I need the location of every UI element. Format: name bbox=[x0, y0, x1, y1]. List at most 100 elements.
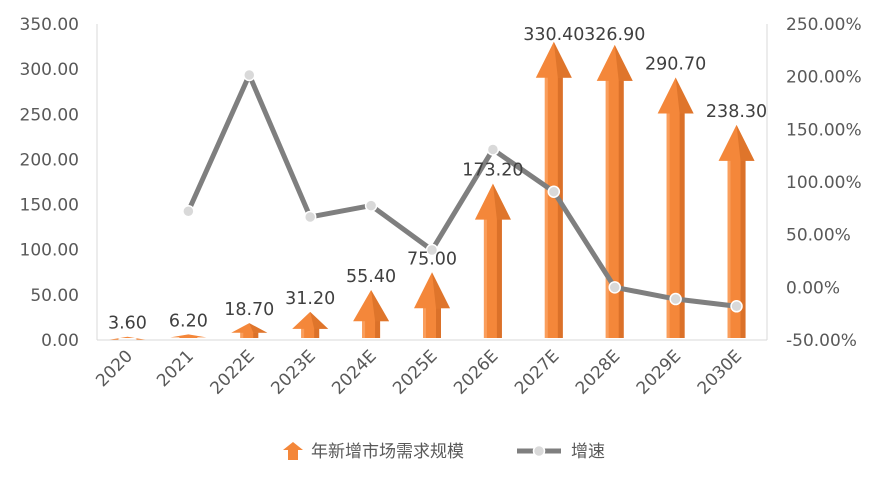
bar-arrow-shade bbox=[496, 219, 502, 338]
bar-value-label: 173.20 bbox=[462, 161, 523, 181]
y-tick-left-label: 300.00 bbox=[20, 60, 79, 80]
bar-arrow-body bbox=[474, 183, 511, 338]
bar-value-label: 238.30 bbox=[706, 102, 767, 122]
growth-point bbox=[608, 281, 621, 294]
x-tick-label: 2023E bbox=[267, 346, 319, 398]
bar-value-label: 6.20 bbox=[169, 311, 208, 331]
bar-value-label: 31.20 bbox=[285, 289, 335, 309]
legend: 年新增市场需求规模 增速 bbox=[283, 442, 605, 462]
x-tick-label: 2025E bbox=[389, 346, 441, 398]
bar-arrow-head-shade bbox=[249, 323, 268, 333]
bar-arrow-highlight bbox=[240, 332, 244, 338]
bar-arrow-shade bbox=[314, 328, 320, 338]
bar-arrow-highlight bbox=[362, 321, 366, 338]
bar-arrow-head-shade bbox=[432, 272, 450, 309]
y-tick-left-label: 0.00 bbox=[41, 331, 79, 351]
bar-value-label: 3.60 bbox=[108, 314, 147, 334]
bar-value-label: 55.40 bbox=[346, 267, 396, 287]
growth-point bbox=[730, 300, 743, 313]
x-tick-label: 2022E bbox=[206, 346, 258, 398]
legend-bar-label: 年新增市场需求规模 bbox=[311, 442, 464, 462]
x-tick-label: 2026E bbox=[450, 346, 502, 398]
bar-value-label: 290.70 bbox=[645, 55, 706, 75]
x-tick-label: 2024E bbox=[328, 346, 380, 398]
x-tick-label: 2030E bbox=[694, 346, 746, 398]
x-tick-label: 2027E bbox=[511, 346, 563, 398]
bar-arrow-head-shade bbox=[492, 183, 511, 220]
x-tick-label: 2021 bbox=[153, 346, 198, 391]
bar-arrow-highlight bbox=[544, 77, 548, 339]
bar-arrow-head-shade bbox=[736, 124, 755, 161]
growth-point bbox=[243, 68, 256, 82]
bar-arrow bbox=[353, 289, 390, 338]
bar-arrow-head-shade bbox=[614, 44, 633, 81]
legend-bar-swatch bbox=[283, 442, 303, 460]
y-tick-left-label: 100.00 bbox=[20, 241, 79, 261]
bar-arrow bbox=[109, 336, 146, 340]
bar-arrow-shade bbox=[679, 113, 685, 338]
bar-arrow-highlight bbox=[727, 160, 731, 338]
data-labels: 3.60 6.20 18.70 31.20 55.40 75.00 173.20 330.40… bbox=[108, 25, 767, 334]
legend-item-bars: 年新增市场需求规模 bbox=[283, 442, 464, 462]
bar-value-label: 18.70 bbox=[224, 300, 274, 320]
bars bbox=[109, 41, 755, 340]
growth-point bbox=[182, 205, 195, 218]
bar-value-label: 330.40 bbox=[523, 25, 584, 45]
bar-arrow-body bbox=[109, 336, 146, 340]
bar-arrow-highlight bbox=[605, 80, 609, 338]
bar-arrow-head-shade bbox=[553, 41, 572, 78]
y-tick-right-label: 150.00% bbox=[786, 120, 862, 140]
bar-value-label: 75.00 bbox=[407, 249, 457, 269]
y-tick-left-label: 200.00 bbox=[20, 150, 79, 170]
growth-point bbox=[486, 143, 500, 156]
y-tick-right-label: 200.00% bbox=[786, 68, 862, 88]
legend-line-marker bbox=[532, 444, 546, 458]
bar-value-label: 326.90 bbox=[584, 25, 645, 45]
y-tick-right-label: 0.00% bbox=[786, 278, 840, 298]
y-tick-right-label: 250.00% bbox=[786, 15, 862, 35]
bar-arrow bbox=[718, 124, 755, 338]
bar-arrow-shade bbox=[618, 80, 624, 338]
growth-point bbox=[547, 185, 561, 198]
legend-line-label: 增速 bbox=[571, 442, 605, 462]
x-tick-label: 2028E bbox=[572, 346, 624, 398]
growth-point bbox=[425, 243, 439, 257]
bar-arrow-shade bbox=[375, 321, 381, 338]
growth-point bbox=[303, 210, 317, 224]
bar-arrow-highlight bbox=[301, 328, 305, 338]
bar-arrow-shade bbox=[253, 332, 259, 338]
bar-arrow bbox=[596, 44, 633, 339]
bar-arrow bbox=[231, 323, 268, 338]
bar-arrow bbox=[414, 272, 450, 338]
growth-point bbox=[364, 199, 378, 212]
growth-point bbox=[669, 292, 682, 306]
bar-arrow-shade bbox=[436, 308, 441, 338]
x-tick-label: 2020 bbox=[92, 346, 137, 391]
bar-arrow-shade bbox=[557, 77, 563, 339]
y-tick-right-label: -50.00% bbox=[786, 331, 857, 351]
bar-arrow-body bbox=[596, 44, 633, 339]
bar-arrow-body bbox=[170, 334, 207, 338]
bar-arrow-highlight bbox=[666, 113, 670, 338]
bar-arrow bbox=[474, 183, 511, 338]
bar-arrow-shade bbox=[740, 160, 746, 338]
y-tick-left-label: 150.00 bbox=[20, 196, 79, 216]
y-tick-left-label: 50.00 bbox=[30, 286, 79, 306]
bar-arrow-highlight bbox=[483, 219, 487, 338]
y-tick-left-label: 350.00 bbox=[20, 15, 79, 35]
x-tick-label: 2029E bbox=[633, 346, 685, 398]
legend-item-line: 增速 bbox=[517, 442, 605, 462]
y-tick-right-label: 50.00% bbox=[786, 226, 851, 246]
bar-arrow-head-shade bbox=[310, 311, 329, 329]
y-tick-left-label: 250.00 bbox=[20, 105, 79, 125]
bar-arrow bbox=[170, 334, 207, 338]
y-tick-right-label: 100.00% bbox=[786, 173, 862, 193]
growth-line bbox=[182, 68, 743, 313]
growth-line-path bbox=[185, 72, 740, 309]
bar-arrow-head-shade bbox=[675, 77, 694, 114]
bar-arrow bbox=[657, 77, 694, 338]
bar-arrow bbox=[292, 311, 329, 338]
bar-arrow-head-shade bbox=[371, 289, 390, 322]
